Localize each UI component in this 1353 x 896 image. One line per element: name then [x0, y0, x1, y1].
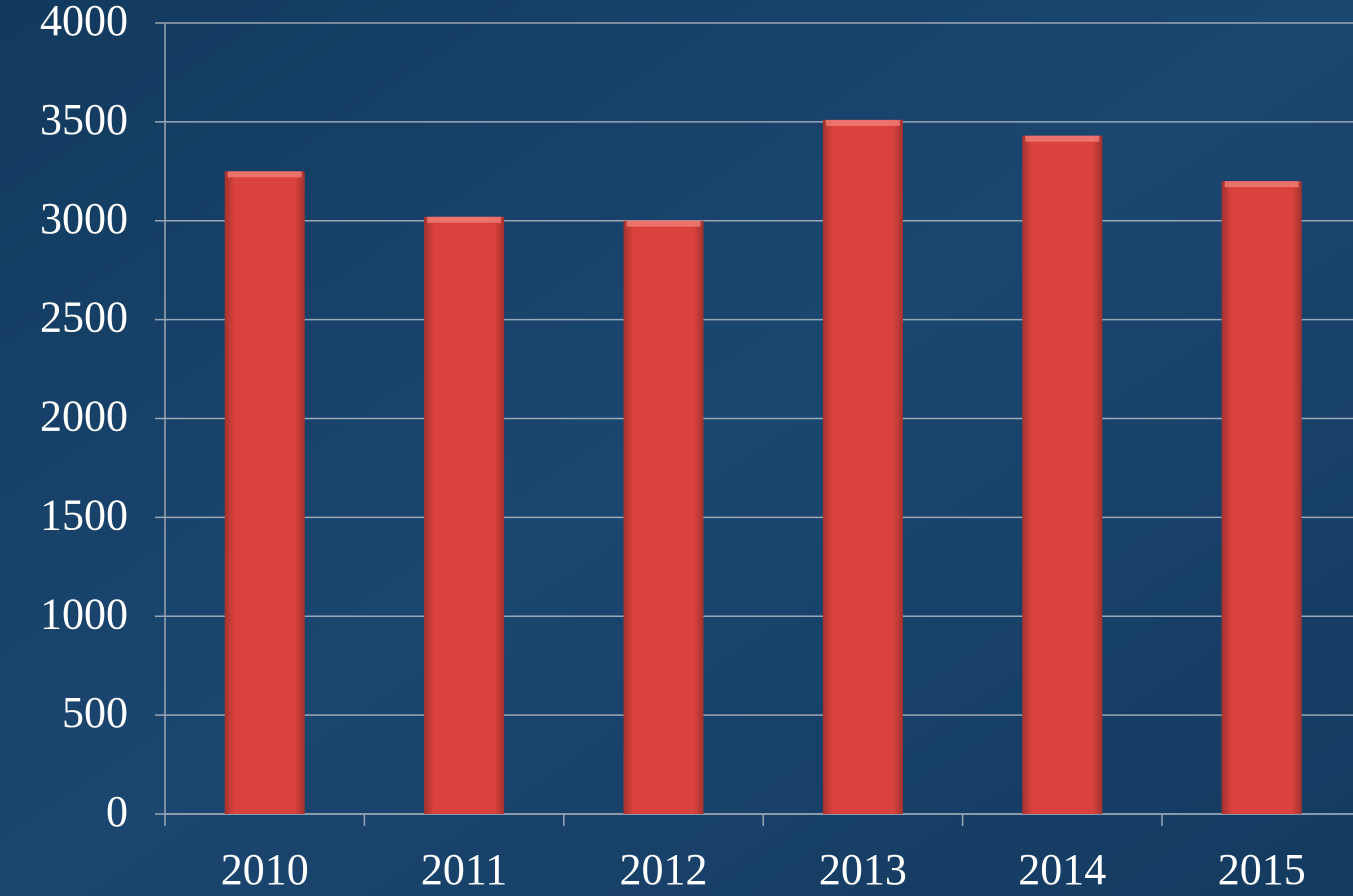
y-tick-label: 3500	[40, 95, 128, 144]
bar-bevel	[427, 217, 501, 223]
bar-shade	[823, 120, 903, 814]
bar-shade	[624, 221, 704, 814]
bar-shade	[225, 171, 305, 814]
x-tick-label: 2012	[620, 845, 708, 894]
bar-bevel	[826, 120, 900, 126]
y-tick-label: 4000	[40, 0, 128, 45]
bar-shade	[1022, 136, 1102, 814]
y-tick-label: 1000	[40, 589, 128, 638]
bar-bevel	[1225, 181, 1299, 187]
bar-bevel	[228, 171, 302, 177]
bar-shade	[424, 217, 504, 814]
x-tick-label: 2014	[1018, 845, 1106, 894]
y-tick-label: 0	[106, 787, 128, 836]
bar-bevel	[1025, 136, 1099, 142]
x-tick-label: 2011	[421, 845, 507, 894]
x-tick-label: 2013	[819, 845, 907, 894]
y-tick-label: 3000	[40, 194, 128, 243]
y-tick-label: 1500	[40, 490, 128, 539]
chart: 0 500 1000 1500 2000 2500 3000 3500 4000 2010 2011…	[0, 0, 1353, 896]
y-tick-label: 2000	[40, 392, 128, 441]
x-tick-label: 2015	[1218, 845, 1306, 894]
bar-shade	[1222, 181, 1302, 814]
y-tick-label: 2500	[40, 293, 128, 342]
y-tick-label: 500	[62, 688, 128, 737]
x-tick-label: 2010	[221, 845, 309, 894]
bar-bevel	[627, 221, 701, 227]
